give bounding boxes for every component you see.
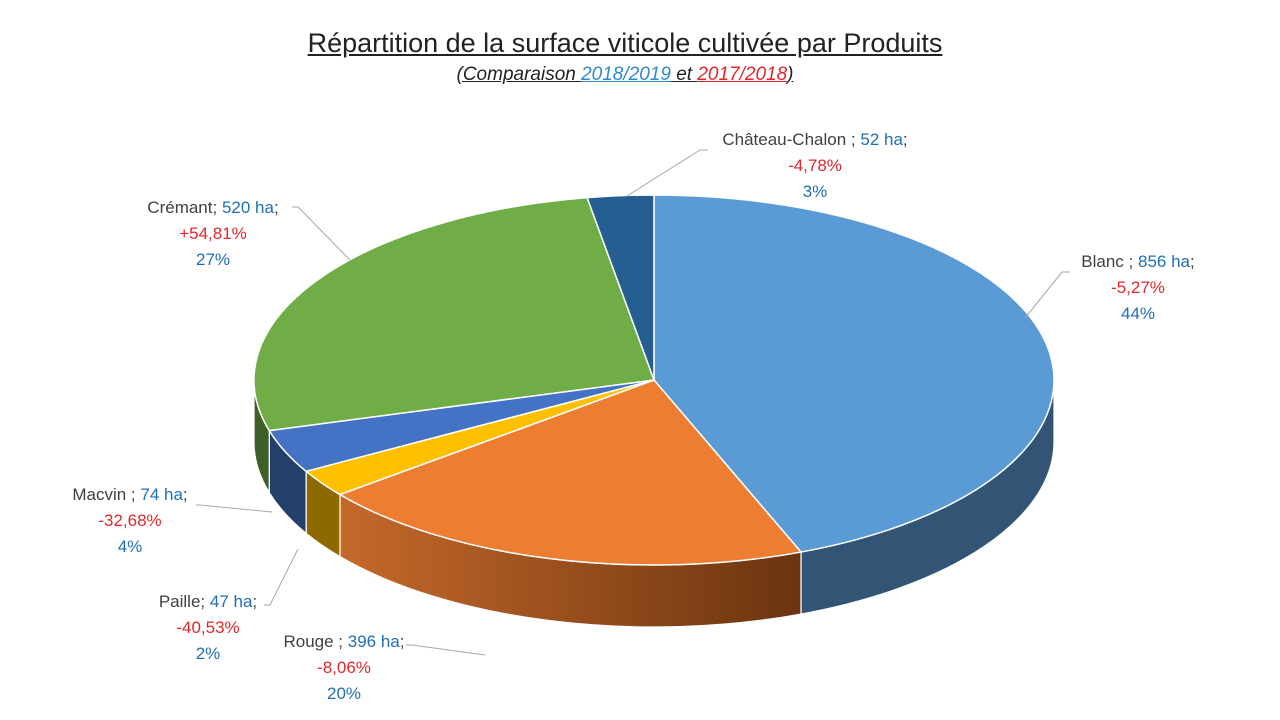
chart-title: Répartition de la surface viticole culti… xyxy=(307,28,943,58)
slice-top-blanc xyxy=(653,194,1055,553)
subtitle-suffix: ) xyxy=(787,64,794,85)
slice-area: 856 ha xyxy=(1137,252,1190,271)
slice-change: -5,27% xyxy=(1111,278,1165,297)
label-cremant: Crémant; 520 ha; +54,81% 27% xyxy=(128,195,298,273)
leader-blanc xyxy=(1024,271,1070,319)
slice-name: Macvin ; xyxy=(72,485,136,504)
subtitle-period-current: 2018/2019 xyxy=(581,64,671,85)
chart-subtitle: (Comparaison 2018/2019 et 2017/2018) xyxy=(0,64,1250,86)
slice-top-rouge xyxy=(338,379,803,566)
slice-change: -4,78% xyxy=(788,156,842,175)
slice-percent: 20% xyxy=(326,684,362,703)
subtitle-prefix: (Comparaison xyxy=(456,64,582,85)
slice-name: Paille; xyxy=(158,592,206,611)
slice-change: -8,06% xyxy=(317,658,371,677)
slice-percent: 27% xyxy=(195,250,231,269)
slice-percent: 3% xyxy=(802,182,828,201)
slice-area: 47 ha xyxy=(209,592,253,611)
slice-top-chateau-chalon xyxy=(586,194,655,381)
leader-cremant xyxy=(292,206,351,261)
label-macvin: Macvin ; 74 ha; -32,68% 4% xyxy=(50,482,210,560)
slice-area: 52 ha xyxy=(860,130,903,149)
leader-rouge xyxy=(406,644,486,656)
slice-change: -40,53% xyxy=(176,618,240,637)
slice-change: -32,68% xyxy=(98,511,162,530)
leader-chateau-chalon xyxy=(626,149,708,197)
slice-name: Blanc ; xyxy=(1081,252,1134,271)
leader-paille xyxy=(264,548,299,606)
slice-percent: 4% xyxy=(117,537,143,556)
label-chateau-chalon: Château-Chalon ; 52 ha; -4,78% 3% xyxy=(680,127,950,205)
label-blanc: Blanc ; 856 ha; -5,27% 44% xyxy=(1058,249,1218,327)
slice-name: Crémant; xyxy=(147,198,218,217)
leader-macvin xyxy=(196,504,273,513)
slice-name: Château-Chalon ; xyxy=(722,130,856,149)
slice-top-cremant xyxy=(253,196,656,432)
label-rouge: Rouge ; 396 ha; -8,06% 20% xyxy=(264,629,424,707)
slice-change: +54,81% xyxy=(179,224,247,243)
label-paille: Paille; 47 ha; -40,53% 2% xyxy=(138,589,278,667)
subtitle-period-previous: 2017/2018 xyxy=(697,64,788,85)
subtitle-middle: et xyxy=(670,64,698,85)
slice-percent: 44% xyxy=(1120,304,1156,323)
slice-area: 74 ha xyxy=(140,485,183,504)
slice-name: Rouge ; xyxy=(283,632,344,651)
slice-percent: 2% xyxy=(195,644,221,663)
slice-area: 396 ha xyxy=(347,632,400,651)
slice-area: 520 ha xyxy=(221,198,274,217)
